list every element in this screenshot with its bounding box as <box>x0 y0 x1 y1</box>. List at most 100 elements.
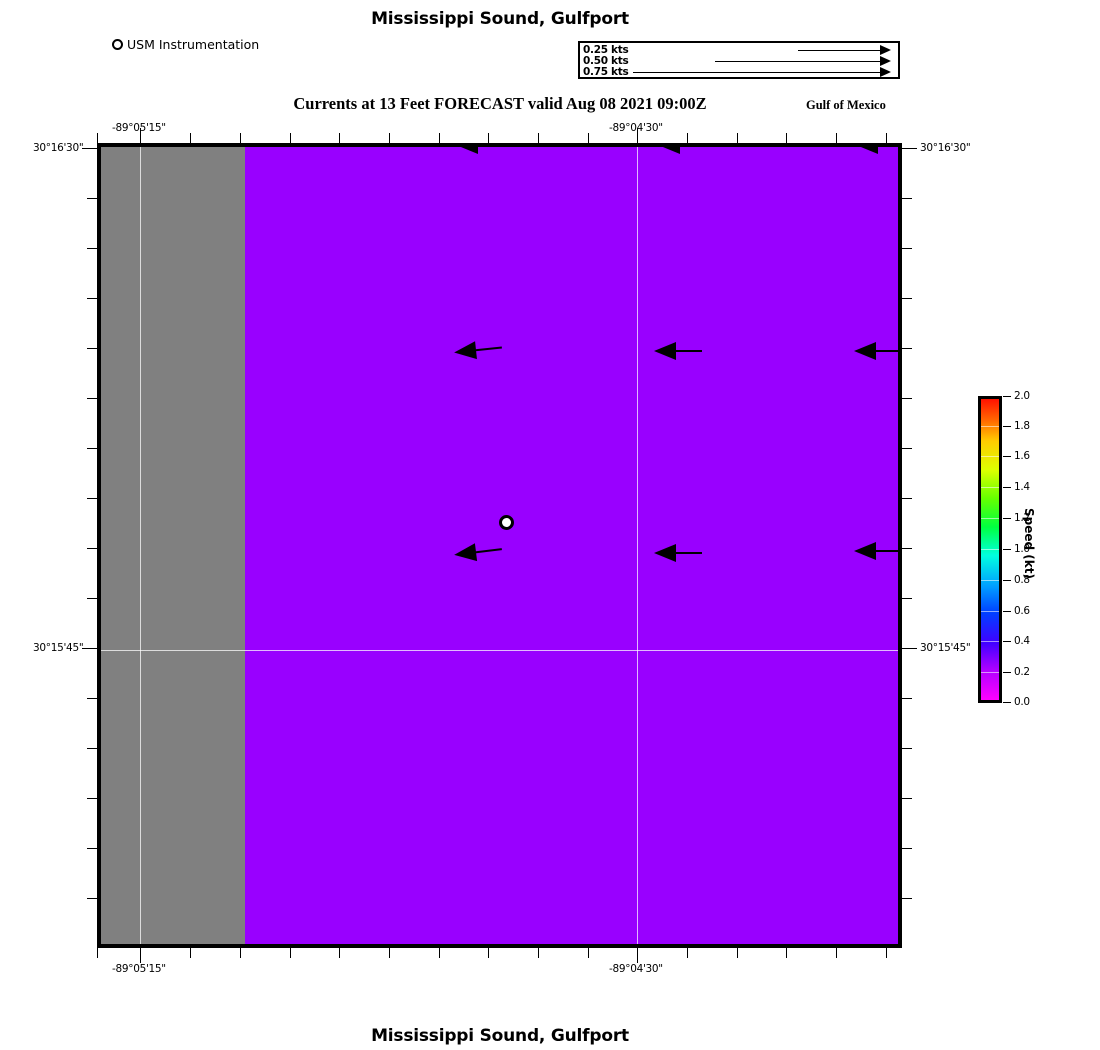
axis-tick <box>902 298 912 299</box>
colorbar-tick-label: 0.8 <box>1014 574 1030 586</box>
axis-tick <box>87 698 97 699</box>
axis-tick <box>902 598 912 599</box>
axis-tick <box>87 298 97 299</box>
vector-shaft <box>673 350 702 352</box>
usm-station-marker[interactable] <box>499 515 514 530</box>
vector-scale-label: 0.75 kts <box>583 66 629 78</box>
axis-tick <box>902 398 912 399</box>
colorbar-gridline <box>981 518 999 519</box>
colorbar-gridline <box>981 487 999 488</box>
arrow-head-icon <box>456 147 478 154</box>
axis-tick <box>902 898 912 899</box>
colorbar-tick <box>1003 580 1011 581</box>
vector-shaft <box>715 61 880 62</box>
axis-tick <box>588 133 589 143</box>
axis-tick <box>190 133 191 143</box>
colorbar-gridline <box>981 426 999 427</box>
axis-tick <box>902 698 912 699</box>
axis-tick <box>389 948 390 958</box>
top-axis-label: -89°04'30" <box>609 122 663 134</box>
vector-scale-label: 0.50 kts <box>583 55 629 67</box>
axis-tick-major <box>637 128 638 143</box>
axis-tick-major <box>82 148 97 149</box>
speed-colorbar: 2.0 1.8 1.6 1.4 1.2 1.0 0.8 0.6 0.4 0.2 … <box>960 388 1090 718</box>
arrow-head-icon <box>453 543 478 564</box>
footer-title: Mississippi Sound, Gulfport <box>371 1026 629 1046</box>
axis-tick <box>87 548 97 549</box>
axis-tick <box>687 133 688 143</box>
axis-tick <box>902 248 912 249</box>
current-vector-map[interactable] <box>97 143 902 948</box>
colorbar-tick <box>1003 426 1011 427</box>
arrow-head-icon <box>856 147 878 154</box>
axis-tick <box>87 898 97 899</box>
axis-tick <box>87 748 97 749</box>
axis-tick <box>87 448 97 449</box>
colorbar-gridline <box>981 611 999 612</box>
colorbar-tick <box>1003 518 1011 519</box>
axis-tick-major <box>140 128 141 143</box>
vector-shaft <box>677 144 703 146</box>
axis-tick <box>240 133 241 143</box>
colorbar-gridline <box>981 672 999 673</box>
axis-tick <box>240 948 241 958</box>
axis-tick <box>488 133 489 143</box>
colorbar-tick <box>1003 487 1011 488</box>
axis-tick <box>538 948 539 958</box>
colorbar-axis-title: Speed (kt) <box>1022 508 1036 579</box>
colorbar-tick <box>1003 641 1011 642</box>
vector-scale-legend: 0.25 kts 0.50 kts 0.75 kts <box>578 41 900 79</box>
forecast-subtitle: Currents at 13 Feet FORECAST valid Aug 0… <box>293 94 707 113</box>
colorbar-tick-label: 1.6 <box>1014 450 1030 462</box>
arrow-head-icon <box>880 67 891 77</box>
axis-tick <box>87 598 97 599</box>
current-vector <box>654 543 702 563</box>
colorbar-tick-label: 1.8 <box>1014 420 1030 432</box>
axis-tick <box>97 948 98 958</box>
axis-tick-major <box>902 648 917 649</box>
axis-tick <box>439 948 440 958</box>
axis-tick <box>902 548 912 549</box>
axis-tick <box>290 948 291 958</box>
axis-tick <box>389 133 390 143</box>
top-axis-label: -89°05'15" <box>112 122 166 134</box>
vector-shaft <box>873 550 898 552</box>
axis-tick-major <box>140 948 141 963</box>
current-vector <box>453 338 503 363</box>
vector-shaft <box>673 552 702 554</box>
axis-tick <box>87 248 97 249</box>
colorbar-tick-label: 1.2 <box>1014 512 1030 524</box>
current-vector <box>854 541 898 561</box>
gridline-vertical <box>140 147 141 944</box>
axis-tick <box>886 133 887 143</box>
usm-instrumentation-legend: USM Instrumentation <box>112 37 259 52</box>
vector-shaft <box>873 350 898 352</box>
open-circle-marker-icon <box>112 39 123 50</box>
axis-tick <box>836 948 837 958</box>
colorbar-tick <box>1003 549 1011 550</box>
axis-tick <box>87 348 97 349</box>
axis-tick-major <box>902 148 917 149</box>
axis-tick <box>538 133 539 143</box>
vector-shaft <box>633 72 880 73</box>
left-axis-label: 30°15'45" <box>33 642 84 654</box>
colorbar-tick-label: 1.0 <box>1014 543 1030 555</box>
axis-tick <box>87 498 97 499</box>
axis-tick <box>588 948 589 958</box>
colorbar-tick-label: 1.4 <box>1014 481 1030 493</box>
arrow-head-icon <box>654 544 676 562</box>
gridline-vertical <box>637 147 638 944</box>
arrow-head-icon <box>654 342 676 360</box>
vector-scale-row: 0.25 kts <box>580 44 898 56</box>
axis-tick <box>737 948 738 958</box>
current-vector <box>856 147 898 155</box>
axis-tick <box>87 848 97 849</box>
axis-tick <box>339 948 340 958</box>
current-vector <box>456 147 501 155</box>
colorbar-tick-label: 0.0 <box>1014 696 1030 708</box>
colorbar-tick-label: 2.0 <box>1014 390 1030 402</box>
axis-tick <box>97 133 98 143</box>
current-vector <box>453 539 503 565</box>
axis-tick <box>439 133 440 143</box>
axis-tick <box>786 948 787 958</box>
